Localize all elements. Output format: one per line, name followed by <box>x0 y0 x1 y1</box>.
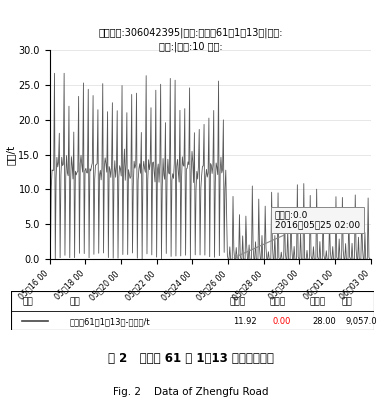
Text: 合计: 合计 <box>342 297 353 306</box>
Text: 平均値: 平均値 <box>229 297 245 306</box>
Text: 政府路61強1－13号-用水量/t: 政府路61強1－13号-用水量/t <box>70 317 150 326</box>
Text: 9,057.0: 9,057.0 <box>345 317 377 326</box>
Y-axis label: 流量/t: 流量/t <box>5 145 16 165</box>
Text: 0.00: 0.00 <box>273 317 291 326</box>
Text: Fig. 2    Data of Zhengfu Road: Fig. 2 Data of Zhengfu Road <box>113 387 269 397</box>
Text: 名称: 名称 <box>70 297 80 306</box>
Text: 最小值:0.0
2016－05－25 02:00: 最小值:0.0 2016－05－25 02:00 <box>234 210 360 257</box>
Text: 28.00: 28.00 <box>312 317 337 326</box>
Text: 最小値: 最小値 <box>269 297 285 306</box>
Text: 最大値: 最大値 <box>309 297 325 306</box>
Text: 11.92: 11.92 <box>233 317 256 326</box>
Text: 水表账号:306042395|户名:政府路61強1～13号|表号:
口径:|厂家:10 地址:: 水表账号:306042395|户名:政府路61強1～13号|表号: 口径:|厂家… <box>99 27 283 52</box>
Text: 图 2   政府路 61 弹 1－13 号考核表数据: 图 2 政府路 61 弹 1－13 号考核表数据 <box>108 352 274 364</box>
Text: 颜色: 颜色 <box>23 297 33 306</box>
